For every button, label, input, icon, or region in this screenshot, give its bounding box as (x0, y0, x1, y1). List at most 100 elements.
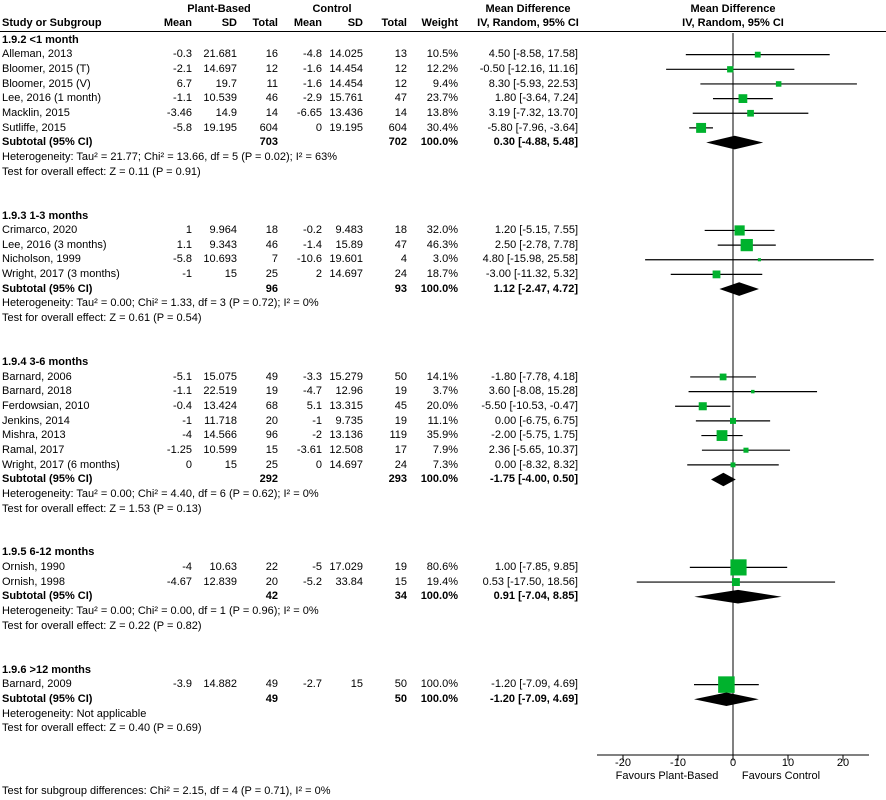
sd1-cell: 10.63 (209, 561, 237, 574)
total2-cell: 14 (394, 106, 407, 119)
weight-cell: 18.7% (426, 268, 458, 281)
mean-difference-header-left: Mean Difference (485, 3, 571, 15)
ci-text-cell: -5.50 [-10.53, -0.47] (481, 399, 578, 412)
mean1-cell: -3.9 (173, 678, 192, 691)
favours-right-label: Favours Control (741, 770, 821, 782)
mean2-cell: -10.6 (296, 253, 322, 266)
effect-square (751, 389, 755, 394)
subtotal-total2: 293 (388, 473, 407, 486)
study-column-header: Study or Subgroup (2, 17, 102, 29)
subtotal-diamond (694, 692, 759, 707)
study-row: Bloomer, 2015 (V) 6.7 19.7 11 -1.6 14.454 12 9.… (0, 77, 886, 92)
effect-square (712, 270, 721, 279)
subtotal-row: Subtotal (95% CI) 96 93 100.0% 1.12 [-2.47, … (0, 282, 886, 297)
ci-text-cell: -2.00 [-5.75, 1.75] (491, 429, 578, 442)
study-row: Bloomer, 2015 (T) -2.1 14.697 12 -1.6 14.454 1… (0, 62, 886, 77)
mean2-cell: -2.9 (303, 92, 322, 105)
weight-cell: 20.0% (426, 399, 458, 412)
mean1-cell: -1.25 (166, 443, 192, 456)
study-row: Crimarco, 2020 1 9.964 18 -0.2 9.483 18 32.0% 1.… (0, 223, 886, 238)
subtotal-ci-text: 1.12 [-2.47, 4.72] (493, 282, 578, 295)
total1-cell: 18 (265, 224, 278, 237)
mean1-cell: -5.8 (173, 121, 192, 134)
weight-cell: 35.9% (426, 429, 458, 442)
total2-cell: 50 (394, 678, 407, 691)
effect-square (718, 676, 735, 693)
overall-effect-row: Test for overall effect: Z = 0.40 (P = 0… (0, 721, 886, 736)
effect-square (738, 94, 748, 103)
total1-cell: 25 (265, 268, 278, 281)
total1-cell: 16 (265, 48, 278, 61)
x-axis-tick-label: 0 (729, 757, 737, 769)
sd1-cell: 9.964 (209, 224, 237, 237)
subtotal-row: Subtotal (95% CI) 703 702 100.0% 0.30 [-4.88… (0, 135, 886, 150)
ci-text-cell: -3.00 [-11.32, 5.32] (485, 268, 578, 281)
overall-effect-note: Test for overall effect: Z = 0.40 (P = 0… (2, 722, 202, 735)
study-row: Ramal, 2017 -1.25 10.599 15 -3.61 12.508 17 7.9… (0, 443, 886, 458)
mean-difference-header-right: Mean Difference (690, 3, 776, 15)
study-row: Jenkins, 2014 -1 11.718 20 -1 9.735 19 11.1% 0.0… (0, 414, 886, 429)
sd1-cell: 15.075 (203, 370, 237, 383)
subtotal-diamond (719, 282, 759, 296)
sd2-cell: 13.315 (329, 399, 363, 412)
mean2-cell: -4.8 (303, 48, 322, 61)
subtotal-label: Subtotal (95% CI) (2, 590, 93, 603)
subtotal-weight: 100.0% (420, 136, 458, 149)
ci-text-cell: 8.30 [-5.93, 22.53] (488, 77, 578, 90)
sd1-cell: 11.718 (204, 414, 237, 427)
mean1-cell: -5.1 (173, 370, 192, 383)
mean2-cell: -3.61 (296, 443, 322, 456)
subgroup-header-row: 1.9.2 <1 month (0, 33, 886, 48)
subtotal-ci-text: 0.91 [-7.04, 8.85] (493, 590, 578, 603)
sd2-cell: 33.84 (335, 575, 363, 588)
mean1-cell: -0.4 (173, 399, 192, 412)
ci-text-cell: 3.19 [-7.32, 13.70] (488, 106, 578, 119)
subtotal-total1: 49 (265, 692, 278, 705)
sd2-cell: 14.697 (329, 268, 363, 281)
effect-square (730, 559, 747, 576)
study-label: Alleman, 2013 (2, 48, 73, 61)
sd2-cell: 13.136 (329, 429, 363, 442)
weight-cell: 10.5% (426, 48, 458, 61)
study-label: Macklin, 2015 (2, 106, 70, 119)
sd2-cell: 13.436 (329, 106, 363, 119)
total1-cell: 19 (265, 385, 278, 398)
sd2-cell: 9.483 (335, 224, 363, 237)
subgroup-header-row: 1.9.5 6-12 months (0, 545, 886, 560)
study-row: Lee, 2016 (1 month) -1.1 10.539 46 -2.9 15.76… (0, 91, 886, 106)
method-column-header-right: IV, Random, 95% CI (682, 17, 784, 29)
mean2-cell: 0 (315, 458, 322, 471)
subtotal-weight: 100.0% (420, 282, 458, 295)
total2-cell: 47 (394, 92, 407, 105)
ci-text-cell: 2.50 [-2.78, 7.78] (494, 238, 578, 251)
sd2-cell: 12.508 (329, 443, 363, 456)
mean1-cell: -5.8 (173, 253, 192, 266)
sd2-cell: 17.029 (329, 561, 363, 574)
sd2-cell: 14.697 (329, 458, 363, 471)
total2-cell: 18 (394, 224, 407, 237)
study-row: Nicholson, 1999 -5.8 10.693 7 -10.6 19.601 4 3.… (0, 252, 886, 267)
mean2-cell: -4.7 (303, 385, 322, 398)
mean2-cell: -0.2 (303, 224, 322, 237)
group2-header: Control (312, 3, 352, 15)
effect-square (731, 578, 740, 587)
mean2-cell: -5 (312, 561, 322, 574)
x-axis-tick-label: 20 (836, 757, 850, 769)
study-row: Barnard, 2006 -5.1 15.075 49 -3.3 15.279 50 14.… (0, 370, 886, 385)
subtotal-diamond (694, 589, 782, 604)
heterogeneity-row: Heterogeneity: Tau² = 21.77; Chi² = 13.6… (0, 150, 886, 165)
ci-text-cell: 0.53 [-17.50, 18.56] (482, 575, 578, 588)
mean2-column-header: Mean (293, 17, 322, 29)
mean2-cell: -1.6 (303, 63, 322, 75)
sd2-cell: 12.96 (335, 385, 363, 398)
sd2-cell: 14.454 (329, 77, 363, 90)
effect-square (734, 225, 745, 236)
mean2-cell: 0 (315, 121, 322, 134)
total1-cell: 46 (265, 238, 278, 251)
mean2-cell: -3.3 (303, 370, 322, 383)
weight-cell: 100.0% (420, 678, 458, 691)
study-row: Sutliffe, 2015 -5.8 19.195 604 0 19.195 604 30.… (0, 121, 886, 136)
study-label: Crimarco, 2020 (2, 224, 78, 237)
study-label: Wright, 2017 (6 months) (2, 458, 120, 471)
